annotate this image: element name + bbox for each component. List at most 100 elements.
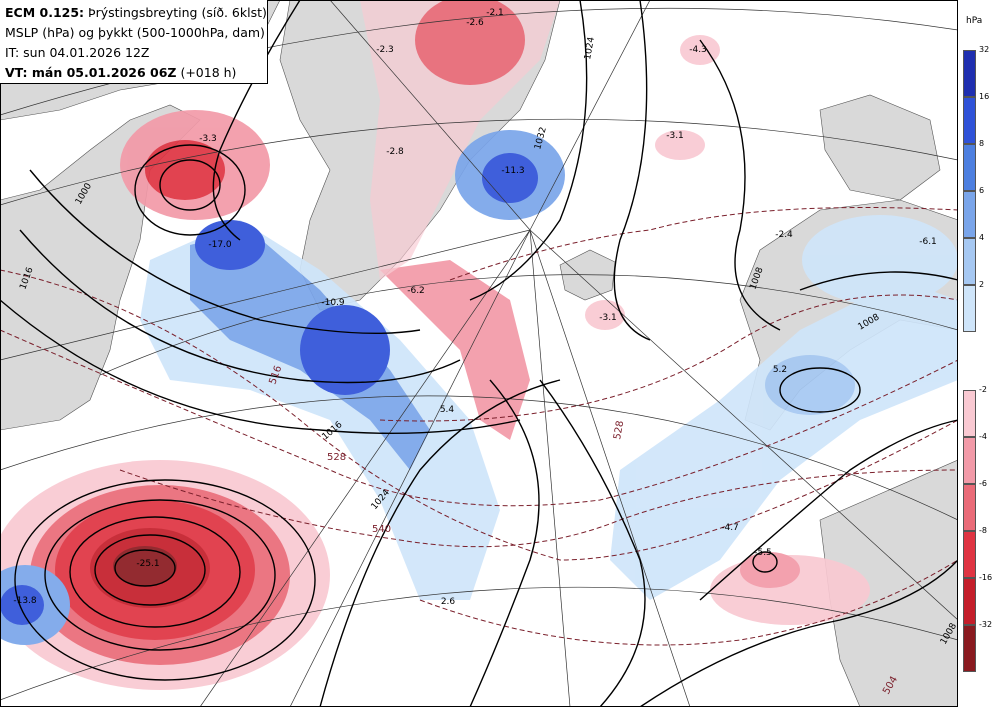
isobar	[212, 0, 301, 241]
legend-swatch-positive	[963, 238, 976, 285]
header-line-2: MSLP (hPa) og þykkt (500-1000hPa, dam)	[5, 25, 265, 40]
fall-area-svalbard	[680, 35, 720, 65]
meridian-line	[529, 229, 959, 621]
isobar	[114, 549, 176, 587]
rise-area-barents	[802, 215, 958, 305]
model-name: ECM 0.125:	[5, 5, 85, 20]
legend-swatch-negative	[963, 484, 976, 531]
rise-core-scoresby-in	[482, 153, 538, 203]
thickness-contour	[419, 559, 959, 646]
legend-tick-label: -2	[979, 385, 987, 394]
pressure-change-label: -4.7	[721, 523, 739, 533]
isobar	[69, 516, 241, 628]
thickness-label: 528	[327, 452, 346, 463]
legend-unit: hPa	[966, 16, 983, 26]
isobar	[14, 479, 316, 681]
thickness-contour	[0, 269, 959, 561]
pressure-change-shading	[0, 0, 958, 690]
legend-swatch-positive	[963, 97, 976, 144]
legend-swatch-positive	[963, 285, 976, 332]
fall-area-south-32	[113, 546, 177, 586]
pressure-change-label: -25.1	[136, 559, 159, 569]
meridian-line	[329, 0, 531, 231]
pressure-change-label: -2.8	[386, 147, 404, 157]
legend-swatch-negative	[963, 578, 976, 625]
pressure-change-label: 5.2	[773, 365, 787, 375]
latitude-line	[0, 586, 959, 701]
rise-band-norwegian-sea	[610, 280, 958, 600]
latitude-line	[0, 118, 959, 206]
meridian-line	[0, 229, 531, 361]
isobar	[539, 379, 646, 707]
isobar	[699, 419, 959, 601]
legend-swatch-positive	[963, 191, 976, 238]
legend-tick-label: -8	[979, 526, 987, 535]
pressure-change-label: -10.9	[321, 298, 345, 308]
legend-tick-label: 32	[979, 45, 990, 54]
legend-tick-label: 8	[979, 139, 985, 148]
isobar-contours	[0, 0, 959, 707]
header-line-1: ECM 0.125: Þrýstingsbreyting (síð. 6klst…	[5, 3, 267, 23]
legend-tick-label: 16	[979, 92, 990, 101]
isobar	[613, 0, 651, 341]
isobar	[159, 159, 221, 211]
thickness-contour	[119, 469, 959, 548]
pressure-change-label: -6.2	[407, 286, 425, 296]
pressure-change-label: -2.1	[486, 8, 504, 18]
isobar	[319, 379, 561, 707]
meridian-line	[529, 229, 691, 707]
fall-core-north-sea	[740, 552, 800, 588]
valid-time: VT: mán 05.01.2026 06Z	[5, 65, 177, 80]
iceland-landmass	[559, 249, 616, 301]
legend-tick-label: -16	[979, 573, 993, 582]
pressure-change-label: -3.1	[599, 313, 617, 323]
isobar	[44, 499, 276, 651]
legend-swatch-positive	[963, 144, 976, 191]
meridian-line	[289, 229, 531, 707]
thickness-contour	[449, 207, 959, 281]
rise-core-davis	[195, 220, 265, 270]
pressure-change-label: -3.1	[666, 131, 684, 141]
isobar	[699, 39, 781, 331]
isobar	[134, 144, 246, 236]
color-legend: hPa 32 16 8 6 4 2 -2 -4 -6 -8 -16 -32	[958, 0, 1000, 707]
pressure-change-label: -13.8	[13, 596, 37, 606]
svalbard-landmass	[819, 94, 941, 201]
thickness-label: 540	[372, 524, 391, 535]
pressure-change-label: -2.6	[466, 18, 484, 28]
meridian-line	[529, 0, 651, 231]
isobar	[752, 551, 778, 573]
legend-swatch-positive	[963, 50, 976, 97]
isobar	[0, 299, 521, 435]
header-line-4: VT: mán 05.01.2026 06Z (+018 h)	[5, 63, 267, 83]
lead-time: (+018 h)	[176, 65, 237, 80]
thickness-contour	[0, 329, 959, 507]
legend-tick-label: -6	[979, 479, 987, 488]
legend-swatch-negative	[963, 625, 976, 672]
pressure-change-label: -2.3	[376, 45, 394, 55]
isobar	[469, 0, 588, 301]
pressure-change-label: -11.3	[501, 166, 524, 176]
legend-tick-label: 2	[979, 280, 985, 289]
map-info-box: ECM 0.125: Þrýstingsbreyting (síð. 6klst…	[0, 0, 268, 84]
legend-swatch-negative	[963, 437, 976, 484]
isobar	[779, 367, 861, 413]
rise-core-norway	[765, 355, 855, 415]
isobar	[29, 169, 421, 335]
latitude-line	[0, 395, 959, 521]
legend-tick-label: 4	[979, 233, 985, 242]
header-line-3: IT: sun 04.01.2026 12Z	[5, 45, 150, 60]
isobar	[469, 379, 540, 707]
pressure-change-label: 2.6	[441, 597, 456, 607]
meridian-line	[529, 229, 571, 707]
field-title: Þrýstingsbreyting (síð. 6klst)	[84, 5, 267, 20]
fall-area-jan-mayen	[655, 130, 705, 160]
legend-tick-label: -4	[979, 432, 987, 441]
thickness-label: 528	[612, 420, 626, 441]
pressure-change-label: -4.3	[689, 45, 707, 55]
isobar	[799, 271, 959, 291]
rise-core-strait	[300, 305, 390, 395]
isobar-label: 1024	[583, 36, 597, 61]
isobar	[94, 534, 206, 606]
